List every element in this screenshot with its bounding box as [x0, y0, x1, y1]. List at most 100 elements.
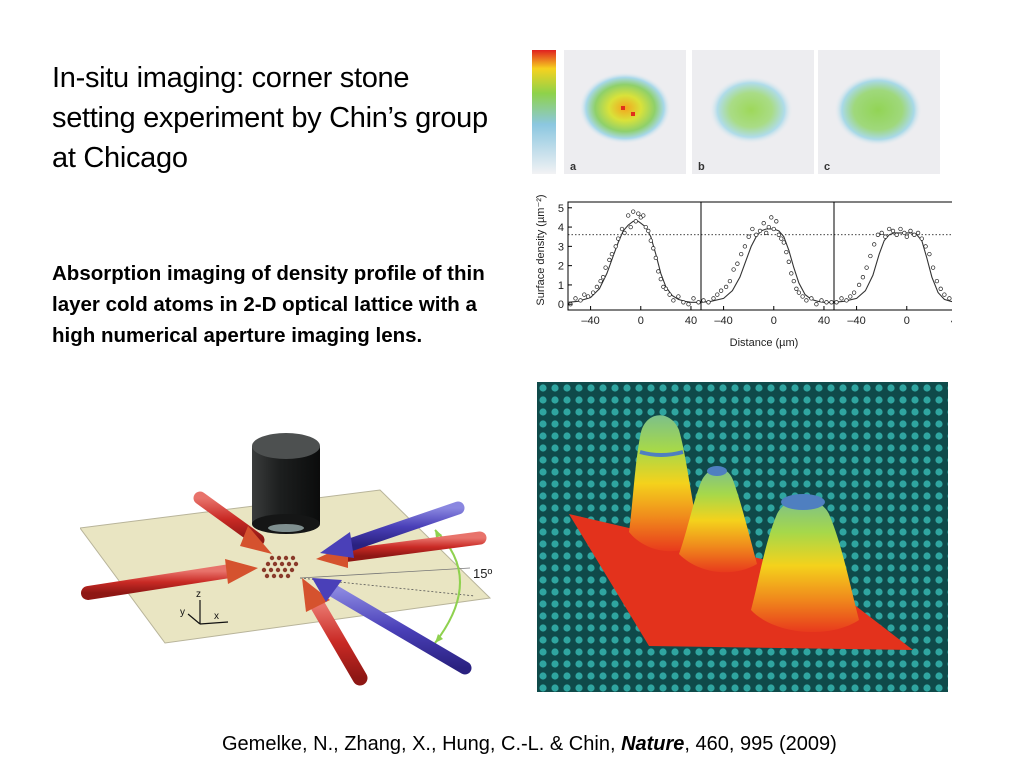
data-point [578, 298, 583, 303]
data-point [658, 276, 663, 282]
citation-details: , 460, 995 (2009) [684, 733, 837, 755]
data-point [848, 294, 853, 299]
fit-curve [567, 220, 701, 303]
axis-label-y: y [180, 607, 185, 618]
y-tick-label: 3 [558, 241, 564, 253]
data-point [851, 290, 857, 295]
data-point [656, 269, 661, 274]
data-point [598, 278, 603, 284]
data-point [686, 302, 691, 307]
data-point [934, 278, 940, 284]
y-tick-label: 5 [558, 203, 564, 215]
panel-label-b: b [698, 161, 705, 173]
data-point [844, 298, 849, 303]
objective-lens [252, 433, 320, 534]
citation-journal: Nature [621, 733, 685, 755]
data-point [879, 230, 884, 236]
data-point [942, 292, 947, 297]
data-point [573, 296, 578, 301]
data-point [651, 246, 656, 251]
x-tick-label: –40 [847, 315, 865, 327]
axis-indicator: z x y [180, 589, 229, 625]
absorption-image-b: b [692, 50, 814, 174]
data-point [774, 219, 779, 224]
data-point [711, 296, 716, 301]
data-point [887, 226, 892, 232]
data-point [856, 282, 862, 288]
data-point [919, 236, 924, 241]
x-tick-label: 0 [904, 315, 910, 327]
data-point [691, 296, 696, 301]
absorption-images-figure: a b c [532, 50, 940, 174]
absorption-image-c: c [818, 50, 940, 174]
data-point [927, 251, 932, 257]
angle-label: 15º [473, 566, 492, 581]
data-point [894, 232, 899, 237]
data-point [718, 288, 724, 293]
data-point [781, 240, 786, 245]
y-tick-label: 0 [558, 299, 564, 311]
data-point [902, 230, 907, 236]
beam-arrow-blue-upper [320, 501, 465, 558]
data-point [628, 224, 633, 230]
beam-arrow-red-left [81, 559, 258, 600]
data-point [890, 228, 896, 234]
y-tick-label: 1 [558, 280, 564, 292]
data-point [757, 228, 763, 234]
data-point [761, 221, 766, 226]
data-point [681, 300, 686, 305]
data-point [860, 275, 866, 280]
data-point [789, 271, 794, 276]
beam-arrow-red-upper-left [193, 491, 272, 554]
data-point [646, 228, 651, 234]
data-point [766, 224, 771, 230]
data-point [915, 230, 921, 236]
data-point [769, 215, 774, 220]
data-point [671, 298, 676, 303]
data-point [715, 292, 720, 297]
density-peak-2 [679, 466, 757, 573]
density-peak-1 [629, 415, 701, 552]
color-scale-bar [532, 50, 556, 174]
tilted-beam-line [299, 567, 471, 579]
slide-title: In-situ imaging: corner stone setting ex… [52, 62, 488, 174]
y-tick-label: 4 [558, 222, 564, 234]
data-point [706, 300, 711, 305]
axis-label-z: z [196, 589, 201, 600]
data-point [938, 286, 943, 291]
data-point [754, 232, 759, 237]
density-3d-rendering [537, 382, 948, 692]
x-tick-label: 40 [818, 315, 830, 327]
data-point [636, 211, 641, 216]
x-tick-label: 0 [638, 315, 644, 327]
x-tick-label: –40 [581, 315, 599, 327]
data-point [609, 251, 615, 257]
data-point [947, 296, 952, 301]
data-point [582, 292, 587, 297]
data-point [814, 302, 819, 307]
citation: Gemelke, N., Zhang, X., Hung, C.-L. & Ch… [222, 733, 837, 756]
x-tick-label: 40 [951, 315, 952, 327]
data-point [653, 255, 658, 261]
panel-label-c: c [824, 161, 830, 173]
data-point [742, 244, 748, 249]
x-tick-label: 40 [685, 315, 697, 327]
data-point [898, 226, 903, 232]
y-tick-label: 2 [558, 261, 564, 273]
data-point [727, 278, 733, 284]
data-point [739, 251, 744, 257]
data-point [590, 290, 596, 295]
data-point [904, 234, 909, 239]
data-point [619, 226, 625, 232]
data-point [626, 213, 631, 218]
data-point [663, 286, 669, 291]
data-point [796, 290, 802, 295]
x-tick-label: 0 [771, 315, 777, 327]
data-point [864, 265, 869, 270]
beam-arrow-blue-lower [312, 578, 472, 675]
data-point [930, 265, 936, 270]
data-point [600, 275, 606, 280]
data-point [701, 298, 706, 303]
slide-description: Absorption imaging of density profile of… [52, 262, 485, 347]
plot-panel-frame [567, 201, 702, 311]
